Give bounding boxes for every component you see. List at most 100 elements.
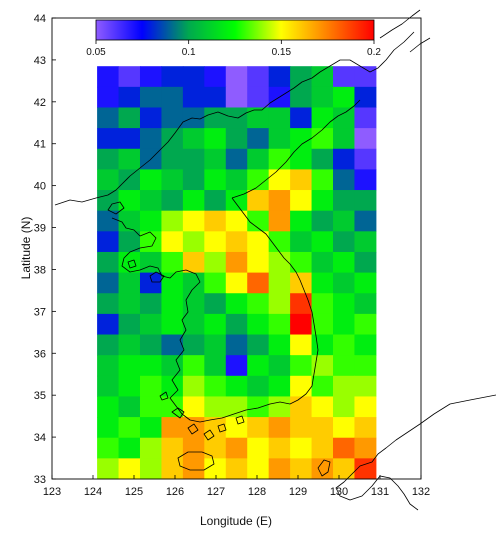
heatmap-cell bbox=[97, 355, 120, 377]
x-tick-label: 126 bbox=[166, 486, 184, 498]
heatmap-cell bbox=[139, 437, 162, 459]
heatmap-cell bbox=[118, 334, 141, 356]
y-tick-label: 35 bbox=[34, 390, 46, 402]
heatmap-cell bbox=[290, 86, 313, 108]
heatmap-cell bbox=[139, 293, 162, 315]
heatmap-cell bbox=[139, 272, 162, 294]
y-tick-label: 34 bbox=[34, 432, 46, 444]
heatmap-cell bbox=[97, 107, 120, 129]
heatmap-cell bbox=[182, 313, 205, 336]
heatmap-cell bbox=[97, 396, 120, 418]
heatmap-cell bbox=[311, 231, 334, 253]
heatmap-cell bbox=[311, 293, 334, 315]
heatmap-cell bbox=[161, 396, 184, 418]
heatmap-cell bbox=[268, 231, 291, 253]
heatmap-cell bbox=[97, 66, 120, 88]
heatmap-cell bbox=[97, 458, 120, 480]
heatmap-cell bbox=[161, 355, 184, 377]
heatmap-cell bbox=[97, 210, 120, 232]
heatmap-cell bbox=[268, 355, 291, 377]
heatmap-cell bbox=[118, 313, 141, 336]
heatmap-cell bbox=[268, 334, 291, 356]
coastline-korea-east bbox=[199, 197, 319, 423]
heatmap-cell bbox=[182, 437, 205, 459]
heatmap-cell bbox=[290, 375, 313, 397]
heatmap-cell bbox=[161, 417, 184, 439]
heatmap-cell bbox=[268, 107, 291, 129]
tsushima-island bbox=[317, 459, 331, 477]
heatmap-cell bbox=[182, 417, 205, 439]
heatmap-cell bbox=[354, 293, 377, 315]
heatmap-cell bbox=[333, 86, 355, 108]
heatmap-cell bbox=[118, 375, 141, 397]
heatmap-cell bbox=[97, 169, 120, 191]
heatmap-cell bbox=[225, 190, 248, 212]
heatmap-cell bbox=[225, 396, 248, 418]
y-tick-label: 43 bbox=[34, 55, 46, 67]
colorbar-tick-label: 0.2 bbox=[367, 47, 381, 58]
heatmap-cell bbox=[97, 417, 120, 439]
heatmap-cell bbox=[139, 66, 162, 88]
heatmap-cell bbox=[118, 272, 141, 294]
x-tick-label: 127 bbox=[207, 486, 225, 498]
heatmap-cell bbox=[354, 458, 377, 480]
heatmap-cell bbox=[182, 272, 205, 294]
heatmap-cell bbox=[204, 107, 227, 129]
heatmap-cell bbox=[118, 148, 141, 170]
heatmap-cell bbox=[182, 355, 205, 377]
y-axis-title: Latitude (N) bbox=[19, 217, 33, 280]
heatmap-cell bbox=[182, 66, 205, 88]
heatmap-cell bbox=[290, 293, 313, 315]
heatmap-cell bbox=[204, 128, 227, 150]
heatmap-cell bbox=[354, 313, 377, 336]
heatmap-cell bbox=[118, 107, 141, 129]
heatmap-cell bbox=[311, 355, 334, 377]
x-tick-label: 123 bbox=[43, 486, 61, 498]
colorbar: 0.05 0.1 0.15 0.2 bbox=[86, 19, 381, 58]
heatmap-cell bbox=[139, 458, 162, 480]
x-axis-title: Longitude (E) bbox=[200, 514, 272, 528]
heatmap-cell bbox=[290, 396, 313, 418]
heatmap-cell bbox=[139, 417, 162, 439]
coastline-china bbox=[54, 31, 415, 206]
x-tick-label: 130 bbox=[330, 486, 348, 498]
heatmap-cell bbox=[311, 148, 334, 170]
heatmap-cell bbox=[290, 128, 313, 150]
heatmap-cell bbox=[268, 417, 291, 439]
heatmap-cell bbox=[333, 148, 355, 170]
heatmap-cell bbox=[311, 396, 334, 418]
heatmap-cell bbox=[139, 334, 162, 356]
heatmap-cell bbox=[268, 169, 291, 191]
coastline-layer bbox=[54, 9, 496, 511]
heatmap-cell bbox=[118, 458, 141, 480]
heatmap-cell bbox=[333, 375, 355, 397]
heatmap-cell bbox=[247, 66, 270, 88]
heatmap-cell bbox=[268, 375, 291, 397]
heatmap-cell bbox=[354, 86, 377, 108]
heatmap-cell bbox=[97, 272, 120, 294]
heatmap-cell bbox=[247, 396, 270, 418]
heatmap-cell bbox=[290, 66, 313, 88]
heatmap-cell bbox=[225, 66, 248, 88]
heatmap-cell bbox=[118, 417, 141, 439]
heatmap-cell bbox=[333, 272, 355, 294]
heatmap-cell bbox=[290, 313, 313, 336]
heatmap-cell bbox=[247, 313, 270, 336]
heatmap-cell bbox=[247, 293, 270, 315]
heatmap-cell bbox=[225, 375, 248, 397]
colorbar-tick-label: 0.05 bbox=[86, 47, 106, 58]
heatmap-cell bbox=[333, 355, 355, 377]
heatmap-cell bbox=[225, 210, 248, 232]
heatmap-cell bbox=[354, 355, 377, 377]
heatmap-cell bbox=[333, 251, 355, 274]
heatmap-cell bbox=[161, 86, 184, 108]
heatmap-cell bbox=[118, 210, 141, 232]
heatmap-cell bbox=[247, 169, 270, 191]
heatmap-cell bbox=[139, 355, 162, 377]
heatmap-cell bbox=[311, 210, 334, 232]
heatmap-cell bbox=[225, 251, 248, 274]
heatmap-cell bbox=[97, 86, 120, 108]
heatmap-cell bbox=[333, 231, 355, 253]
coastline-japan-north bbox=[379, 9, 431, 53]
